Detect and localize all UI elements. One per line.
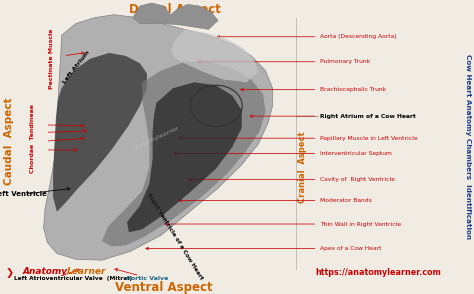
Text: Caudal  Aspect: Caudal Aspect xyxy=(3,97,14,185)
Text: Apex of a Cow Heart: Apex of a Cow Heart xyxy=(320,246,382,251)
Text: Left Atrium: Left Atrium xyxy=(62,50,90,85)
Polygon shape xyxy=(102,62,265,246)
Text: Cavity of  Right Ventricle: Cavity of Right Ventricle xyxy=(320,177,395,182)
Polygon shape xyxy=(127,82,242,232)
Text: anatomylearner: anatomylearner xyxy=(132,125,181,151)
Text: Moderator Bands: Moderator Bands xyxy=(320,198,372,203)
Text: Pectinate Muscle: Pectinate Muscle xyxy=(49,29,54,89)
Text: Brachiocephalic Trunk: Brachiocephalic Trunk xyxy=(320,87,386,92)
Text: Left Atrioventricular Valve  (Mitral): Left Atrioventricular Valve (Mitral) xyxy=(14,276,133,281)
Text: ❯: ❯ xyxy=(5,268,14,278)
Text: Aorta (Descending Aorta): Aorta (Descending Aorta) xyxy=(320,34,397,39)
Text: Aortic Valve: Aortic Valve xyxy=(126,276,168,281)
Polygon shape xyxy=(133,3,218,29)
Text: Cow Heart Anatomy Chambers  Identification: Cow Heart Anatomy Chambers Identificatio… xyxy=(465,54,471,240)
Text: Anatomy: Anatomy xyxy=(23,268,68,276)
Text: https://anatomylearner.com: https://anatomylearner.com xyxy=(315,268,441,277)
Text: Right Ventricle of a Cow Heart: Right Ventricle of a Cow Heart xyxy=(146,193,204,281)
Text: Thin Wall in Right Ventricle: Thin Wall in Right Ventricle xyxy=(320,221,401,227)
Polygon shape xyxy=(53,53,147,212)
Polygon shape xyxy=(44,15,273,260)
Text: Ventral Aspect: Ventral Aspect xyxy=(115,281,212,294)
Text: Pulmonary Trunk: Pulmonary Trunk xyxy=(320,59,370,64)
Text: Dorsal Aspect: Dorsal Aspect xyxy=(129,3,221,16)
Polygon shape xyxy=(171,29,258,82)
Text: Chordae  Tendineae: Chordae Tendineae xyxy=(30,104,35,173)
Text: Learner: Learner xyxy=(67,268,107,276)
Text: Papillary Muscle in Left Ventricle: Papillary Muscle in Left Ventricle xyxy=(320,136,418,141)
Text: Left Ventricle: Left Ventricle xyxy=(0,191,47,197)
Text: Right Atrium of a Cow Heart: Right Atrium of a Cow Heart xyxy=(320,113,416,119)
Text: Cranial  Aspect: Cranial Aspect xyxy=(298,132,307,203)
Text: Interventricular Septum: Interventricular Septum xyxy=(320,151,392,156)
